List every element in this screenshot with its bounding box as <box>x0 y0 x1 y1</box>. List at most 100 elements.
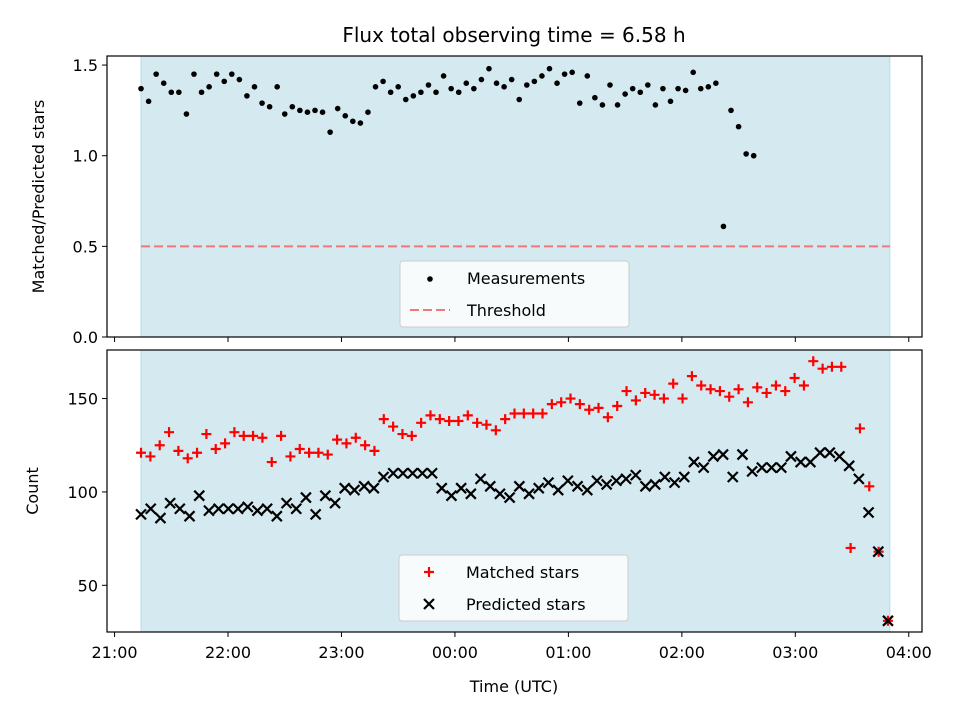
matched-star-point <box>322 449 333 460</box>
measurement-point <box>281 111 288 117</box>
predicted-star-point <box>144 502 157 515</box>
matched-star-point <box>509 408 520 419</box>
measurement-point <box>614 102 621 108</box>
predicted-star-point <box>135 508 147 521</box>
measurement-point <box>342 113 349 119</box>
predicted-star-point <box>726 471 739 483</box>
predicted-star-point <box>193 489 206 502</box>
matched-star-point <box>369 445 380 456</box>
matched-star-point <box>397 429 408 440</box>
legend-label: Matched stars <box>466 563 579 582</box>
legend-box <box>398 554 629 622</box>
predicted-star-point <box>416 467 429 480</box>
measurement-point <box>750 152 757 159</box>
y-tick-label: 100 <box>67 483 98 502</box>
measurement-point <box>743 151 749 157</box>
legend: Measurements Threshold <box>399 260 630 328</box>
measurement-point <box>501 84 507 90</box>
predicted-star-point <box>261 502 273 515</box>
y-tick-label: 150 <box>67 390 98 409</box>
predicted-star-point <box>765 461 778 474</box>
measurement-point <box>516 96 523 103</box>
predicted-star-point <box>872 545 885 558</box>
matched-star-point <box>238 430 249 441</box>
predicted-star-point <box>853 473 865 485</box>
matched-star-point <box>668 378 679 389</box>
measurement-point <box>675 85 681 92</box>
predicted-star-point <box>300 491 312 504</box>
measurement-point <box>410 93 417 99</box>
predicted-star-point <box>183 510 196 522</box>
predicted-star-point <box>678 471 691 483</box>
data-marks <box>138 65 890 248</box>
measurement-point <box>160 80 167 86</box>
matched-star-point <box>192 447 203 458</box>
measurement-point <box>380 78 386 85</box>
matched-star-point <box>546 399 557 410</box>
measurement-point <box>251 84 258 90</box>
predicted-star-point <box>571 480 584 493</box>
predicted-star-point <box>377 471 390 483</box>
predicted-star-point <box>707 450 720 463</box>
measurement-point <box>682 87 689 94</box>
matched-star-point <box>658 393 669 404</box>
measurement-point <box>350 118 356 125</box>
predicted-star-point <box>523 488 535 500</box>
legend: Matched stars Predicted stars <box>398 554 629 622</box>
measurement-point <box>289 103 296 110</box>
predicted-star-point <box>697 461 710 474</box>
legend-marker-predicted <box>423 598 435 610</box>
matched-star-point <box>136 447 147 458</box>
measurement-point <box>387 89 394 96</box>
matched-star-point <box>593 402 604 413</box>
predicted-star-point <box>717 448 729 461</box>
predicted-star-point <box>406 467 419 480</box>
matched-star-point <box>210 443 221 454</box>
matched-star-point <box>565 393 576 404</box>
y-tick-label: 1.5 <box>73 56 98 75</box>
measurement-point <box>297 107 303 114</box>
matched-star-point <box>332 434 343 445</box>
matched-star-point <box>294 443 305 454</box>
predicted-star-point <box>319 489 332 502</box>
measurement-point <box>191 71 197 77</box>
measurement-point <box>728 107 734 114</box>
top-panel: 0.0 0.5 1.0 1.5 Matched/Predicted stars Measu… <box>29 55 923 347</box>
x-tick-label: 23:00 <box>318 643 364 662</box>
measurement-point <box>735 123 742 130</box>
predicted-star-point <box>668 476 681 489</box>
measurement-point <box>221 78 228 85</box>
matched-star-point <box>276 430 287 441</box>
measurement-point <box>229 71 235 77</box>
predicted-star-point <box>785 450 797 463</box>
matched-star-point <box>537 408 548 419</box>
measurement-point <box>592 94 598 101</box>
measurement-point <box>183 111 190 117</box>
predicted-star-point <box>241 501 254 513</box>
measurement-point <box>365 109 371 115</box>
measurement-point <box>312 107 318 114</box>
measurement-point <box>713 80 719 86</box>
predicted-star-point <box>212 502 225 515</box>
matched-star-point <box>808 356 819 367</box>
measurement-point <box>584 73 591 79</box>
measurement-point <box>402 96 409 103</box>
measurement-point <box>478 76 485 83</box>
predicted-star-point <box>794 456 807 468</box>
axes-frame <box>106 55 923 338</box>
matched-star-point <box>173 445 184 456</box>
matched-star-point <box>733 384 744 395</box>
matched-star-point <box>677 393 688 404</box>
measurement-point <box>493 80 500 86</box>
matched-star-point <box>416 417 427 428</box>
measurement-point <box>508 76 515 83</box>
measurement-point <box>720 223 727 230</box>
matched-star-point <box>350 432 361 443</box>
measurement-point <box>198 89 205 96</box>
chart-title: Flux total observing time = 6.58 h <box>342 23 685 47</box>
x-tick-label: 02:00 <box>659 643 705 662</box>
measurement-point <box>697 85 704 92</box>
measurement-point <box>357 120 364 126</box>
matched-star-point <box>612 401 623 412</box>
matched-star-point <box>630 395 641 406</box>
